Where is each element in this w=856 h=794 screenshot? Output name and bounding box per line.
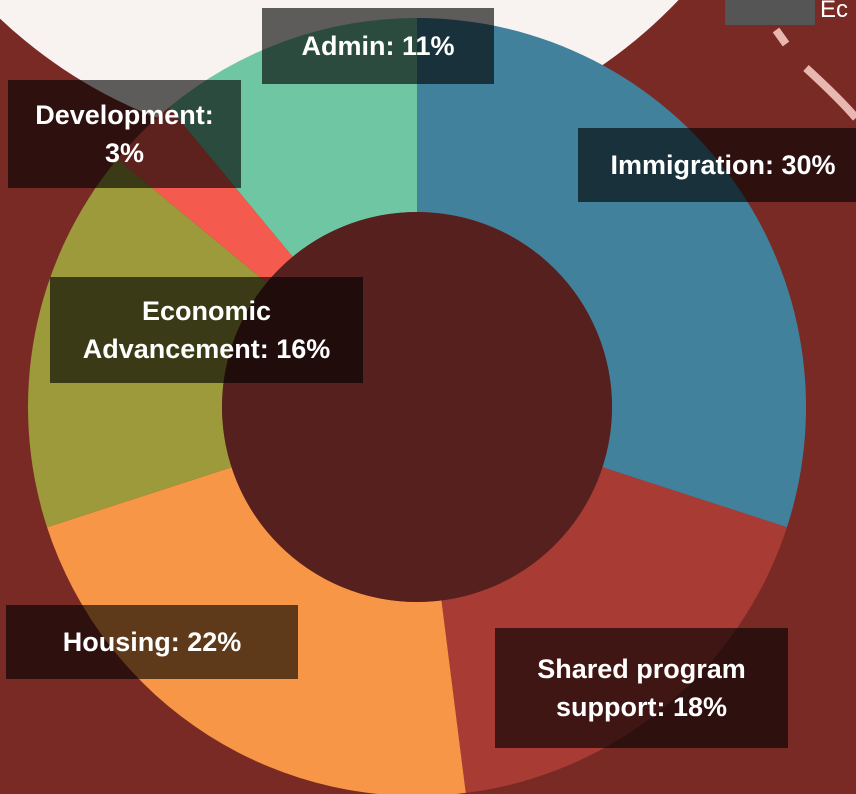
data-label: Admin: 11% bbox=[262, 8, 494, 84]
donut-hole bbox=[222, 212, 612, 602]
data-label: Economic Advancement: 16% bbox=[50, 277, 363, 383]
overlay-text: Ec bbox=[820, 0, 849, 23]
data-label-text: Admin: 11% bbox=[301, 31, 455, 61]
donut-segment bbox=[417, 18, 807, 528]
data-label-text: Shared program support: 18% bbox=[537, 654, 746, 722]
decoration-arc bbox=[772, 27, 856, 121]
data-label-text: Development: 3% bbox=[35, 100, 214, 168]
data-label: Immigration: 30% bbox=[578, 128, 856, 202]
data-label: Housing: 22% bbox=[6, 605, 298, 679]
data-label: Shared program support: 18% bbox=[495, 628, 788, 748]
data-label-text: Immigration: 30% bbox=[610, 150, 836, 180]
data-label: Development: 3% bbox=[8, 80, 241, 188]
data-label-text: Economic Advancement: 16% bbox=[82, 296, 331, 364]
thumbnail bbox=[725, 0, 815, 25]
data-label-text: Housing: 22% bbox=[62, 627, 242, 657]
